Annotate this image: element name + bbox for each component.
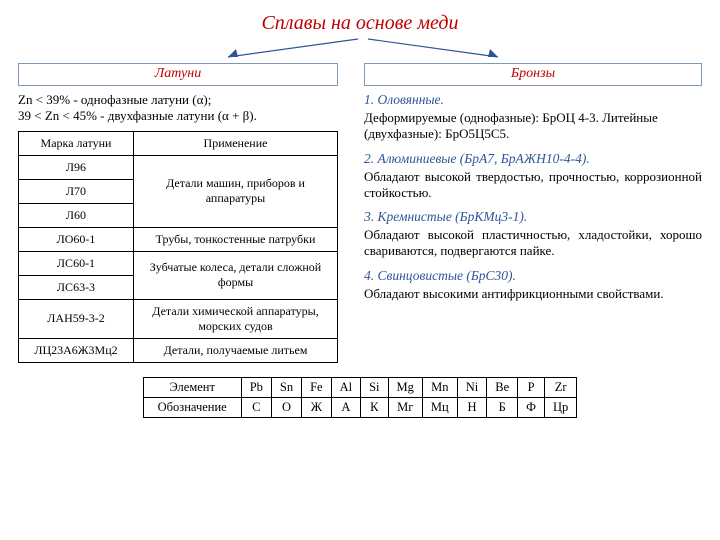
table-row: ЛС60-1Зубчатые колеса, детали сложной фо… (19, 251, 338, 275)
bronze-item-heading: 1. Оловянные. (364, 92, 702, 108)
brass-intro-line1: Zn < 39% - однофазные латуни (α); (18, 92, 211, 107)
elem-cell: Si (361, 377, 388, 397)
elem-cell: Pb (241, 377, 271, 397)
brass-intro-line2: 39 < Zn < 45% - двухфазные латуни (α + β… (18, 108, 257, 123)
bronze-item-heading: 4. Свинцовистые (БрС30). (364, 268, 702, 284)
arrows-region (18, 37, 702, 63)
elem-cell: О (271, 397, 301, 417)
brass-mark-cell: Л60 (19, 203, 134, 227)
table-row: Элемент PbSnFeAlSiMgMnNiBePZr (143, 377, 577, 397)
elem-row1-label: Элемент (143, 377, 241, 397)
table-row: ЛЦ23А6Ж3Мц2Детали, получаемые литьем (19, 338, 338, 362)
table-row: Марка латуни Применение (19, 131, 338, 155)
elem-cell: Al (331, 377, 361, 397)
brass-use-cell: Трубы, тонкостенные патрубки (134, 227, 338, 251)
brass-mark-cell: Л70 (19, 179, 134, 203)
brass-table: Марка латуни Применение Л96Детали машин,… (18, 131, 338, 363)
table-row: Обозначение СОЖАКМгМцНБФЦр (143, 397, 577, 417)
elem-cell: Sn (271, 377, 301, 397)
table-row: Л96Детали машин, приборов и аппаратуры (19, 155, 338, 179)
elem-cell: Mg (388, 377, 422, 397)
elem-cell: А (331, 397, 361, 417)
elem-cell: P (518, 377, 545, 397)
bronze-item-heading: 3. Кремнистые (БрКМц3-1). (364, 209, 702, 225)
bronze-item-text: Обладают высокой твердостью, прочностью,… (364, 169, 702, 202)
elements-table: Элемент PbSnFeAlSiMgMnNiBePZr Обозначени… (143, 377, 578, 418)
right-column: Бронзы 1. Оловянные. Деформируемые (одноф… (364, 63, 702, 363)
brass-col-mark: Марка латуни (19, 131, 134, 155)
elem-row2-label: Обозначение (143, 397, 241, 417)
elem-cell: Б (487, 397, 518, 417)
bronze-item-text: Деформируемые (однофазные): БрОЦ 4-3. Ли… (364, 110, 702, 143)
elem-cell: С (241, 397, 271, 417)
arrow-right-icon (358, 37, 508, 63)
brass-use-cell: Зубчатые колеса, детали сложной формы (134, 251, 338, 299)
elem-cell: Н (457, 397, 487, 417)
brass-col-use: Применение (134, 131, 338, 155)
page-title: Сплавы на основе меди (18, 12, 702, 35)
brass-mark-cell: ЛС63-3 (19, 275, 134, 299)
brass-intro: Zn < 39% - однофазные латуни (α); 39 < Z… (18, 92, 338, 125)
bronze-item-text: Обладают высокой пластичностью, хладосто… (364, 227, 702, 260)
brass-mark-cell: ЛАН59-3-2 (19, 299, 134, 338)
brass-mark-cell: ЛО60-1 (19, 227, 134, 251)
left-column: Латуни Zn < 39% - однофазные латуни (α);… (18, 63, 338, 363)
elem-cell: Fe (302, 377, 332, 397)
bronze-item-text: Обладают высокими антифрикционными свойс… (364, 286, 702, 302)
elem-cell: Ni (457, 377, 487, 397)
bronze-item-heading: 2. Алюминиевые (БрА7, БрАЖН10-4-4). (364, 151, 702, 167)
elem-cell: Zr (545, 377, 577, 397)
elem-cell: Цр (545, 397, 577, 417)
brass-heading: Латуни (18, 63, 338, 86)
brass-mark-cell: ЛЦ23А6Ж3Мц2 (19, 338, 134, 362)
elem-cell: Ж (302, 397, 332, 417)
elem-cell: К (361, 397, 388, 417)
brass-mark-cell: Л96 (19, 155, 134, 179)
elem-cell: Mn (422, 377, 457, 397)
elem-cell: Ф (518, 397, 545, 417)
brass-mark-cell: ЛС60-1 (19, 251, 134, 275)
table-row: ЛАН59-3-2Детали химической аппаратуры, м… (19, 299, 338, 338)
elem-cell: Мг (388, 397, 422, 417)
bronze-heading: Бронзы (364, 63, 702, 86)
arrow-left-icon (218, 37, 368, 63)
elem-cell: Be (487, 377, 518, 397)
table-row: ЛО60-1Трубы, тонкостенные патрубки (19, 227, 338, 251)
brass-use-cell: Детали, получаемые литьем (134, 338, 338, 362)
elem-cell: Мц (422, 397, 457, 417)
brass-use-cell: Детали машин, приборов и аппаратуры (134, 155, 338, 227)
brass-use-cell: Детали химической аппаратуры, морских су… (134, 299, 338, 338)
